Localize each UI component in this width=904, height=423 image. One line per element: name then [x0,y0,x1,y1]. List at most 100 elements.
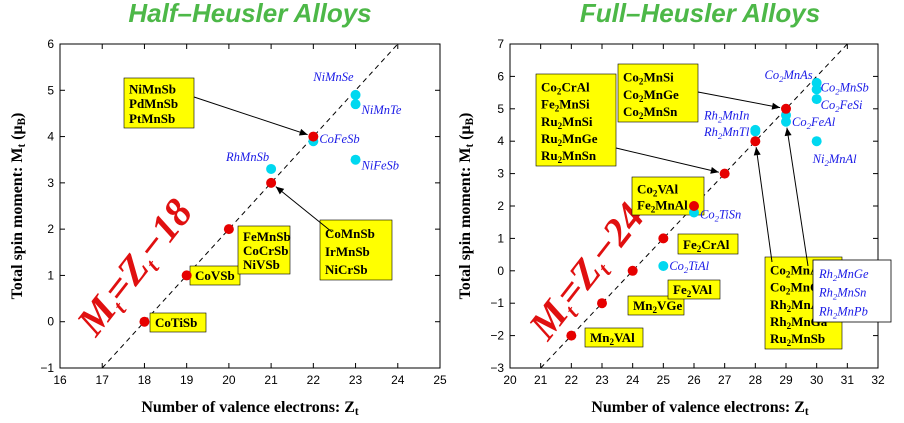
compound-label: NiCrSb [325,262,368,277]
cyan-point-label: Rh2MnTl [703,125,750,141]
pointer-arrowhead [710,166,719,174]
cyan-compound-box: Rh2MnGe Rh2MnSn Rh2MnPb [784,127,892,323]
compound-label: Rh2MnGa [770,314,828,331]
compound-box: CoTiSb [149,312,207,333]
red-point [308,131,319,142]
cyan-point-label: Co2FeSi [821,98,863,114]
red-point [139,316,150,327]
cyan-point [811,94,822,105]
x-tick-label: 24 [391,373,405,387]
cyan-compound-label: Rh2MnPb [818,304,868,320]
y-tick-label: 1 [497,231,504,245]
x-tick-label: 25 [657,373,671,387]
cyan-point [350,99,361,110]
pointer-arrow [697,91,781,109]
compound-label: Co2MnGe [623,87,679,104]
cyan-point [658,260,669,271]
pointer-arrowhead [275,186,285,195]
x-tick-label: 28 [749,373,763,387]
cyan-point [350,89,361,100]
pointer-arrowhead [298,128,308,136]
compound-label: CoVSb [195,268,235,283]
x-tick-label: 21 [534,373,548,387]
x-tick-label: 19 [180,373,194,387]
compound-label: Fe2VAl [673,282,712,299]
slater-pauling-line [540,43,848,369]
x-tick-label: 23 [349,373,363,387]
red-point [566,330,577,341]
cyan-point-label: Co2TiSn [700,207,741,223]
compound-box-bg [123,77,195,129]
pointer-arrowhead [753,147,761,156]
compound-box-bg [631,176,705,216]
pointer-arrowhead [784,127,792,137]
compound-box-bg [584,327,644,348]
x-tick-label: 31 [841,373,855,387]
x-tick-label: 29 [779,373,793,387]
compound-label: Ru2MnGe [541,131,598,148]
compound-box-bg [237,225,291,275]
compound-box: Fe2VAl [667,279,721,300]
pointer-arrow [755,147,773,263]
y-tick-label: 4 [47,130,54,144]
red-point [181,270,192,281]
compound-box-bg [617,63,699,123]
pointer-arrow [275,186,333,233]
cyan-point-label: NiMnTe [361,103,402,117]
y-tick-label: 2 [497,199,504,213]
compound-box: Mn2VAl [584,327,644,348]
chart-title: Half–Heusler Alloys [128,0,371,28]
y-tick-label: 3 [47,176,54,190]
y-tick-label: 4 [497,134,504,148]
x-tick-label: 17 [96,373,110,387]
cyan-point-label: RhMnSb [225,150,269,164]
x-tick-label: 30 [810,373,824,387]
cyan-point-label: NiFeSb [361,159,400,173]
compound-box: CoVSb [189,265,241,286]
compound-label: Fe2MnSi [541,97,590,114]
compound-label: NiMnSb [129,81,176,96]
pointer-arrow [615,147,719,173]
compound-box: Mn2VGe [627,295,685,316]
x-tick-label: 18 [138,373,152,387]
cyan-compound-label: Rh2MnSn [818,286,866,302]
cyan-point-label: Rh2MnIn [703,108,749,124]
x-tick-label: 25 [433,373,447,387]
y-tick-label: 5 [497,102,504,116]
x-tick-label: 21 [264,373,278,387]
cyan-compound-label: Rh2MnGe [818,267,869,283]
cyan-point [811,136,822,147]
compound-label: Mn2VGe [633,298,683,315]
compound-label: Ru2MnSn [541,148,597,165]
compound-label: Ru2MnSi [541,114,593,131]
x-tick-label: 32 [871,373,885,387]
compound-label: PdMnSb [129,96,178,111]
compound-box-bg [667,279,721,300]
compound-label: IrMnSb [325,244,370,259]
x-axis-label: Number of valence electrons: Zt [591,399,809,418]
red-point [597,298,607,309]
compound-label: Mn2VAl [590,330,635,347]
red-point [658,233,669,244]
compound-box-bg [535,73,617,167]
y-tick-label: 5 [47,83,54,97]
x-tick-label: 22 [565,373,579,387]
y-tick-label: −1 [490,296,504,310]
cyan-point [811,84,822,95]
compound-label: CoMnSb [325,226,375,241]
pointer-arrow [193,96,308,136]
chart-title: Full–Heusler Alloys [580,0,820,28]
y-tick-label: 0 [47,315,54,329]
x-tick-label: 27 [718,373,732,387]
cyan-point-label: Co2TiAl [669,259,709,275]
compound-box: CoMnSb IrMnSb NiCrSb [275,186,393,281]
plot-frame [59,43,441,369]
red-point [223,224,234,235]
x-tick-label: 22 [307,373,321,387]
